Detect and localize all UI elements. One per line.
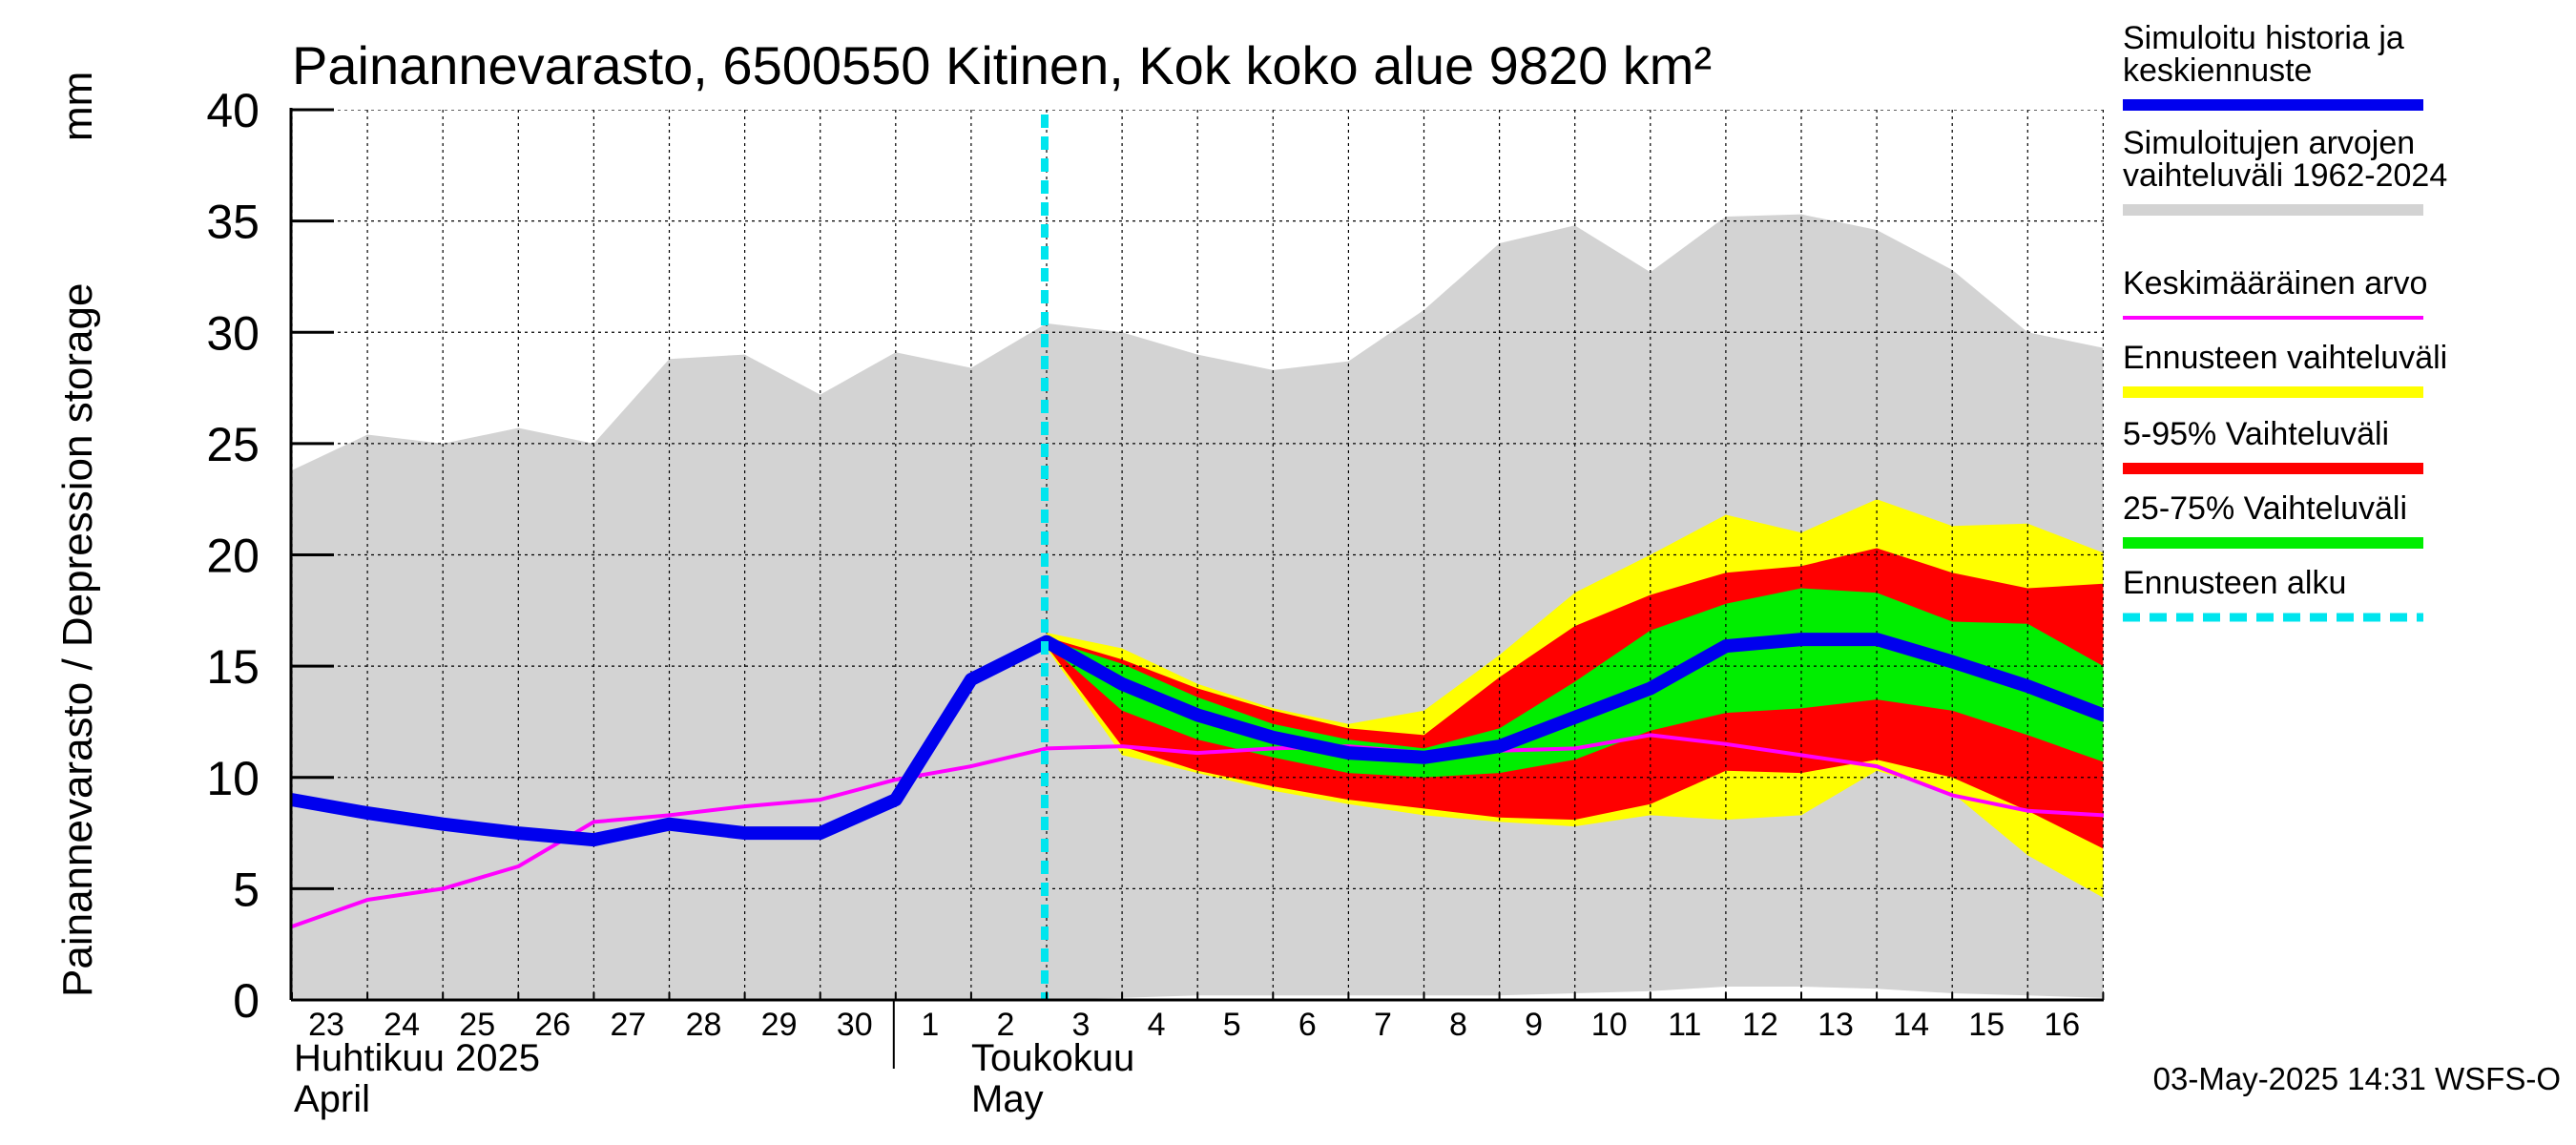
legend-label: Ennusteen alku	[2123, 565, 2346, 601]
y-axis-unit: mm	[54, 72, 101, 141]
y-tick-label: 10	[206, 752, 260, 805]
x-tick-label: 10	[1591, 1007, 1628, 1043]
x-tick-label: 4	[1148, 1007, 1166, 1043]
x-tick-label: 23	[308, 1007, 344, 1043]
y-tick-label: 25	[206, 418, 260, 471]
x-tick-label: 11	[1668, 1007, 1701, 1043]
x-tick-label: 2	[996, 1007, 1014, 1043]
y-tick-label: 15	[206, 640, 260, 694]
y-tick-label: 40	[206, 84, 260, 137]
month-label-may-en: May	[971, 1078, 1044, 1120]
y-tick-label: 20	[206, 530, 260, 583]
x-tick-label: 9	[1525, 1007, 1543, 1043]
y-tick-label: 5	[233, 863, 260, 916]
chart-title: Painannevarasto, 6500550 Kitinen, Kok ko…	[292, 35, 1712, 95]
month-label-april-fi: Huhtikuu 2025	[294, 1037, 540, 1079]
month-label-may-fi: Toukokuu	[971, 1037, 1134, 1079]
series-line-1	[291, 633, 2104, 847]
y-axis-label: Painannevarasto / Depression storage	[54, 283, 101, 997]
legend-label: Keskimääräinen arvo	[2123, 265, 2427, 302]
month-label-april-en: April	[294, 1078, 370, 1120]
legend-label: Simuloitujen arvojen	[2123, 125, 2415, 161]
x-tick-label: 27	[610, 1007, 646, 1043]
x-tick-label: 5	[1223, 1007, 1241, 1043]
x-tick-label: 28	[686, 1007, 722, 1043]
y-tick-label: 35	[206, 196, 260, 249]
x-tick-label: 25	[459, 1007, 495, 1043]
legend-label: Ennusteen vaihteluväli	[2123, 340, 2447, 376]
x-tick-label: 15	[1968, 1007, 2005, 1043]
y-tick-label: 0	[233, 974, 260, 1028]
footer-timestamp: 03-May-2025 14:31 WSFS-O	[2153, 1061, 2561, 1096]
x-tick-label: 1	[921, 1007, 939, 1043]
legend-label: 5-95% Vaihteluväli	[2123, 416, 2389, 452]
x-tick-label: 7	[1374, 1007, 1392, 1043]
x-tick-label: 29	[761, 1007, 798, 1043]
plot-series	[291, 110, 2104, 1000]
series-line-0	[291, 733, 2104, 928]
x-tick-label: 12	[1742, 1007, 1778, 1043]
legend-label: Simuloitu historia ja	[2123, 20, 2404, 56]
x-tick-label: 16	[2044, 1007, 2080, 1043]
x-tick-label: 26	[534, 1007, 571, 1043]
x-tick-label: 3	[1072, 1007, 1091, 1043]
x-tick-label: 8	[1449, 1007, 1467, 1043]
x-tick-label: 30	[837, 1007, 873, 1043]
x-tick-label: 14	[1893, 1007, 1929, 1043]
legend-label: keskiennuste	[2123, 52, 2312, 89]
plot-layer	[291, 110, 2104, 1000]
x-tick-label: 6	[1298, 1007, 1317, 1043]
x-tick-label: 13	[1818, 1007, 1854, 1043]
grid	[291, 110, 2104, 1000]
legend-label: vaihteluväli 1962-2024	[2123, 157, 2447, 194]
legend-label: 25-75% Vaihteluväli	[2123, 490, 2407, 527]
y-tick-label: 30	[206, 306, 260, 360]
x-tick-label: 24	[384, 1007, 420, 1043]
